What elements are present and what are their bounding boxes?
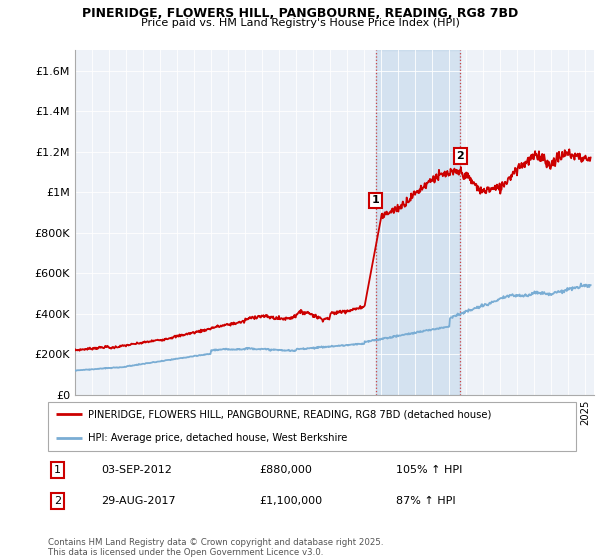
Text: Contains HM Land Registry data © Crown copyright and database right 2025.
This d: Contains HM Land Registry data © Crown c… bbox=[48, 538, 383, 557]
Text: HPI: Average price, detached house, West Berkshire: HPI: Average price, detached house, West… bbox=[88, 433, 347, 443]
Text: 1: 1 bbox=[54, 465, 61, 475]
FancyBboxPatch shape bbox=[48, 402, 576, 451]
Text: PINERIDGE, FLOWERS HILL, PANGBOURNE, READING, RG8 7BD: PINERIDGE, FLOWERS HILL, PANGBOURNE, REA… bbox=[82, 7, 518, 20]
Text: 2: 2 bbox=[54, 496, 61, 506]
Text: 87% ↑ HPI: 87% ↑ HPI bbox=[397, 496, 456, 506]
Text: 29-AUG-2017: 29-AUG-2017 bbox=[101, 496, 175, 506]
Text: Price paid vs. HM Land Registry's House Price Index (HPI): Price paid vs. HM Land Registry's House … bbox=[140, 18, 460, 29]
Text: 1: 1 bbox=[372, 195, 380, 206]
Text: 105% ↑ HPI: 105% ↑ HPI bbox=[397, 465, 463, 475]
Text: £1,100,000: £1,100,000 bbox=[259, 496, 322, 506]
Text: PINERIDGE, FLOWERS HILL, PANGBOURNE, READING, RG8 7BD (detached house): PINERIDGE, FLOWERS HILL, PANGBOURNE, REA… bbox=[88, 409, 491, 419]
Bar bbox=[376, 50, 460, 395]
Text: 2: 2 bbox=[457, 151, 464, 161]
Text: £880,000: £880,000 bbox=[259, 465, 312, 475]
Text: 03-SEP-2012: 03-SEP-2012 bbox=[101, 465, 172, 475]
